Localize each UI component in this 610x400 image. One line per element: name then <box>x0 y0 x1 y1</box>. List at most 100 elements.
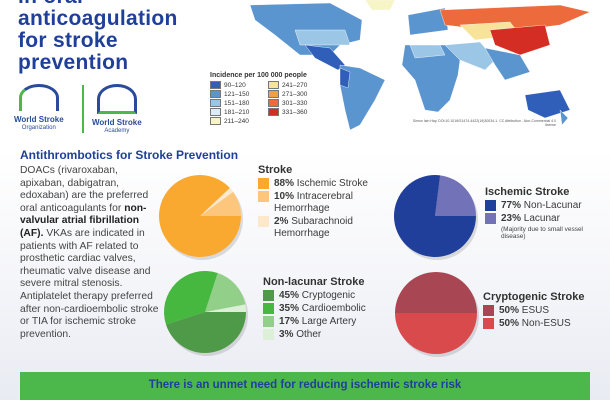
legend-swatch <box>263 316 274 327</box>
legend-swatch <box>268 108 279 116</box>
legend-note: (Majority due to small vessel disease) <box>501 226 583 240</box>
legend-title: Stroke <box>258 164 293 176</box>
pie-slice-intracerebral-hemorrhage <box>200 191 241 216</box>
legend-label: 121–150 <box>224 90 250 98</box>
logo-divider <box>82 85 84 133</box>
map-legend-item: 211–240 <box>210 117 268 125</box>
map-legend-item: 331–360 <box>268 108 326 116</box>
legend-label: Intracerebral Hemorrhage <box>274 191 353 214</box>
poster-title: in oral anticoagulation for stroke preve… <box>18 0 178 74</box>
body-bold: non-valvular atrial fibrillation (AF). <box>20 202 147 239</box>
logo-name: World Stroke <box>92 118 142 127</box>
legend-label: 211–240 <box>224 117 249 125</box>
world-stroke-academy-logo: World Stroke Academy <box>92 84 142 136</box>
pie-slice-non-esus <box>395 313 477 354</box>
legend-percent: 23% <box>501 213 522 224</box>
brain-icon <box>18 84 59 111</box>
legend-percent: 50% <box>499 318 520 329</box>
legend-swatch <box>485 213 496 224</box>
legend-label: Other <box>296 329 322 340</box>
legend-percent: 77% <box>501 200 522 211</box>
legend-percent: 88% <box>274 178 295 189</box>
legend-item: 50% ESUS <box>483 305 603 317</box>
pie-slice-cryptogenic <box>166 312 246 354</box>
legend-swatch <box>483 305 494 316</box>
map-legend-item: 181–210 <box>210 108 268 116</box>
world-stroke-organization-logo: World Stroke Organization <box>14 84 64 133</box>
legend-ischemic-stroke: Ischemic Stroke 77% Non-Lacunar 23% Lacuna… <box>485 186 605 240</box>
legend-label: 151–180 <box>224 99 250 107</box>
legend-swatch <box>263 303 274 314</box>
title-line: anticoagulation <box>18 7 178 30</box>
legend-percent: 45% <box>279 290 300 301</box>
legend-item: 45% Cryptogenic <box>263 290 393 302</box>
map-legend-item: 121–150 <box>210 90 268 98</box>
legend-swatch <box>268 81 279 89</box>
legend-swatch <box>268 90 279 98</box>
legend-swatch <box>210 117 221 125</box>
body-part: DOACs (rivaroxaban, apixaban, dabigatran… <box>20 165 149 214</box>
legend-title: Ischemic Stroke <box>485 186 570 198</box>
legend-label: Subarachnoid Hemorrhage <box>274 216 353 239</box>
map-legend-item: 271–300 <box>268 90 326 98</box>
map-credit: Simon Iain Hay. DOI:10.1016/S1474-4422(1… <box>412 119 556 127</box>
legend-non-lacunar-stroke: Non-lacunar Stroke 45% Cryptogenic 35% Car… <box>263 276 393 342</box>
legend-swatch <box>210 108 221 116</box>
legend-swatch <box>263 290 274 301</box>
legend-item: 88% Ischemic Stroke <box>258 178 378 190</box>
legend-item: 35% Cardioembolic <box>263 303 393 315</box>
legend-swatch <box>483 318 494 329</box>
map-legend-item: 301–330 <box>268 99 326 107</box>
legend-label: Large Artery <box>301 316 357 327</box>
legend-item: 2% Subarachnoid Hemorrhage <box>258 216 378 240</box>
pie-slice-esus <box>395 272 477 313</box>
legend-percent: 10% <box>274 191 295 202</box>
pie-slice-ischemic-stroke <box>159 175 241 257</box>
legend-label: Cardioembolic <box>301 303 366 314</box>
map-legend-item: 241–270 <box>268 81 326 89</box>
legend-swatch <box>210 81 221 89</box>
legend-percent: 50% <box>499 305 520 316</box>
legend-swatch <box>258 216 269 227</box>
map-legend: Incidence per 100 000 people 90–120 241–2… <box>210 72 326 125</box>
legend-stroke: Stroke 88% Ischemic Stroke 10% Intracerebr… <box>258 164 378 241</box>
legend-title: Cryptogenic Stroke <box>483 291 585 303</box>
legend-swatch <box>210 90 221 98</box>
world-incidence-map <box>249 0 591 131</box>
legend-item: 10% Intracerebral Hemorrhage <box>258 191 378 215</box>
legend-swatch <box>485 200 496 211</box>
pie-slice-subarachnoid-hemorrhage <box>200 187 234 216</box>
legend-label: 181–210 <box>224 108 250 116</box>
legend-swatch <box>258 191 269 202</box>
legend-label: 241–270 <box>282 81 308 89</box>
legend-label: 331–360 <box>282 108 308 116</box>
legend-label: 301–330 <box>282 99 308 107</box>
map-legend-title: Incidence per 100 000 people <box>210 72 307 79</box>
pie-slice-large-artery <box>205 273 246 312</box>
legend-swatch <box>263 329 274 340</box>
section-title: Antithrombotics for Stroke Prevention <box>20 148 239 162</box>
logo-name: World Stroke <box>14 115 64 124</box>
legend-percent: 3% <box>279 329 294 340</box>
pie-slice-other <box>205 304 246 312</box>
legend-label: Non-ESUS <box>521 318 571 329</box>
logo-sub: Academy <box>104 128 130 134</box>
legend-percent: 2% <box>274 216 289 227</box>
body-part: VKAs are indicated in patients with AF r… <box>20 227 159 340</box>
legend-item: 50% Non-ESUS <box>483 318 603 330</box>
pie-slice-cardioembolic <box>163 271 218 325</box>
legend-label: Lacunar <box>523 213 560 224</box>
legend-swatch <box>258 178 269 189</box>
legend-label: 90–120 <box>224 81 246 89</box>
legend-item: 17% Large Artery <box>263 316 393 328</box>
map-legend-item: 90–120 <box>210 81 268 89</box>
legend-label: Ischemic Stroke <box>296 178 368 189</box>
legend-label: ESUS <box>521 305 550 316</box>
legend-label: 271–300 <box>282 90 308 98</box>
book-brain-icon <box>96 84 137 114</box>
legend-swatch <box>268 99 279 107</box>
map-legend-item: 151–180 <box>210 99 268 107</box>
legend-label: Cryptogenic <box>301 290 356 301</box>
body-text: DOACs (rivaroxaban, apixaban, dabigatran… <box>20 165 160 341</box>
